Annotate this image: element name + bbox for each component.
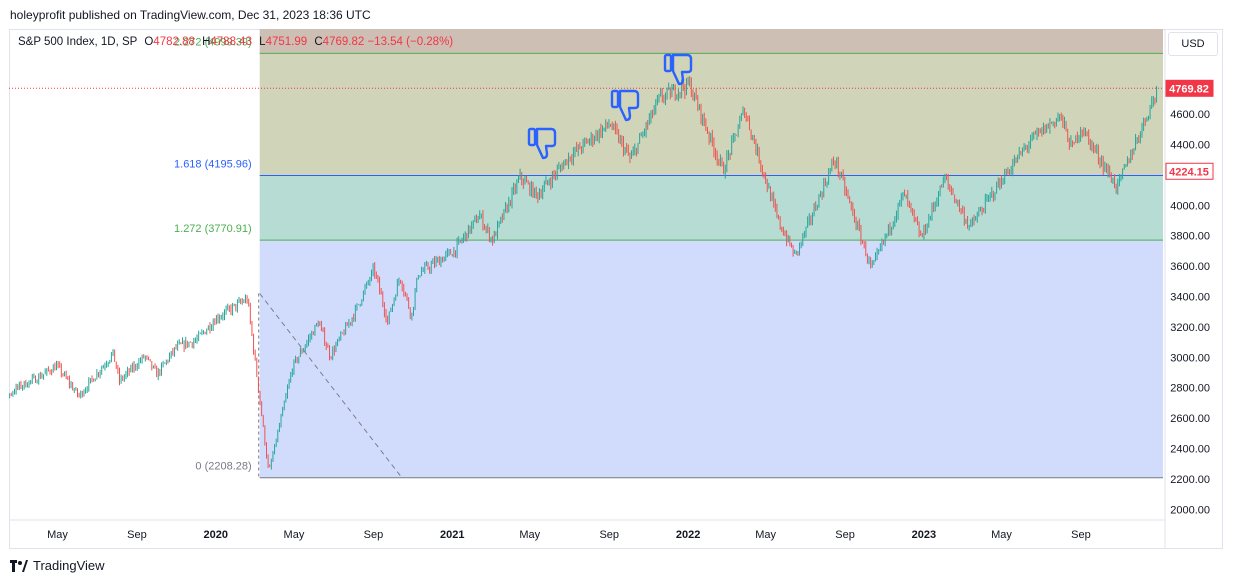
- fib-zone-2272-1618: [259, 53, 1163, 176]
- y-tick-label: 2000.00: [1170, 504, 1210, 516]
- publisher-line: holeyprofit published on TradingView.com…: [10, 8, 371, 22]
- legend-close-value: 4769.82: [322, 36, 365, 48]
- legend-high-value: 4788.43: [210, 36, 252, 48]
- x-tick-label: May: [991, 529, 1012, 541]
- legend-low-value: 4751.99: [265, 36, 308, 48]
- last-price-badge: 4769.82: [1169, 83, 1209, 95]
- legend-open-label: O: [144, 36, 154, 48]
- x-tick-label: Sep: [599, 529, 619, 541]
- y-tick-label: 3600.00: [1170, 261, 1210, 273]
- thumb-hand: [671, 53, 693, 86]
- x-tick-label: May: [519, 529, 540, 541]
- y-tick-label: 4600.00: [1170, 109, 1210, 121]
- footer-brand[interactable]: TradingView: [10, 558, 105, 573]
- y-tick-label: 2200.00: [1170, 474, 1210, 486]
- y-tick-label: 4000.00: [1170, 200, 1210, 212]
- y-tick-label: 3000.00: [1170, 352, 1210, 364]
- thumbs-down-icon: [663, 53, 693, 86]
- currency-button[interactable]: USD: [1168, 32, 1218, 56]
- thumb-cuff: [610, 89, 620, 109]
- price-badge-bg: [1165, 162, 1214, 180]
- candles-group: [9, 76, 1158, 470]
- candlestick-chart[interactable]: 0 (2208.28) 1.272 (3770.91) 1.618 (4195.96…: [9, 29, 1223, 549]
- fib-label-1.618: 1.618 (4195.96): [174, 159, 252, 171]
- fib-label-1.272: 1.272 (3770.91): [174, 223, 252, 235]
- x-tick-label: Sep: [364, 529, 384, 541]
- fib-label-2.272: 2.272 (4999.39): [174, 36, 252, 48]
- legend-high-label: H: [202, 36, 211, 48]
- x-tick-label: May: [284, 529, 305, 541]
- x-tick-label: 2022: [676, 529, 700, 541]
- thumb-cuff: [663, 53, 673, 73]
- x-tick-label: May: [755, 529, 776, 541]
- x-tick-label: May: [47, 529, 68, 541]
- legend-symbol: S&P 500 Index, 1D, SP: [18, 36, 138, 48]
- y-tick-label: 2600.00: [1170, 413, 1210, 425]
- fib-zone-top: [259, 29, 1163, 54]
- y-tick-label: 3400.00: [1170, 292, 1210, 304]
- price-badge: 4224.15: [1169, 166, 1209, 178]
- y-tick-label: 3200.00: [1170, 322, 1210, 334]
- y-tick-label: 2400.00: [1170, 444, 1210, 456]
- ohlc-legend: S&P 500 Index, 1D, SP O4782.88 H4788.43 …: [18, 36, 453, 48]
- y-tick-label: 4400.00: [1170, 140, 1210, 152]
- thumbs-down-icon: [527, 127, 557, 160]
- last-price-badge-bg: [1165, 79, 1214, 97]
- tradingview-logo-icon: [10, 559, 28, 572]
- legend-open-value: 4782.88: [153, 36, 195, 48]
- footer-brand-label: TradingView: [33, 558, 105, 573]
- legend-close-label: C: [314, 36, 323, 48]
- x-tick-label: Sep: [835, 529, 855, 541]
- x-tick-label: 2021: [440, 529, 464, 541]
- thumb-cuff: [527, 127, 537, 147]
- thumb-hand: [535, 127, 557, 160]
- thumb-hand: [618, 89, 640, 122]
- x-tick-label: 2020: [204, 529, 228, 541]
- legend-low-label: L: [259, 36, 266, 48]
- x-tick-label: Sep: [1071, 529, 1091, 541]
- x-tick-label: 2023: [912, 529, 936, 541]
- y-tick-label: 3800.00: [1170, 231, 1210, 243]
- trend-dashed-line: [259, 293, 403, 479]
- thumbs-down-icon: [610, 89, 640, 122]
- y-tick-label: 2800.00: [1170, 383, 1210, 395]
- fib-zone-1618-1272: [259, 175, 1163, 241]
- x-tick-label: Sep: [127, 529, 147, 541]
- fib-label-0: 0 (2208.28): [195, 461, 251, 473]
- fib-zone-1272-0: [259, 240, 1163, 478]
- legend-change: −13.54 (−0.28%): [367, 36, 454, 48]
